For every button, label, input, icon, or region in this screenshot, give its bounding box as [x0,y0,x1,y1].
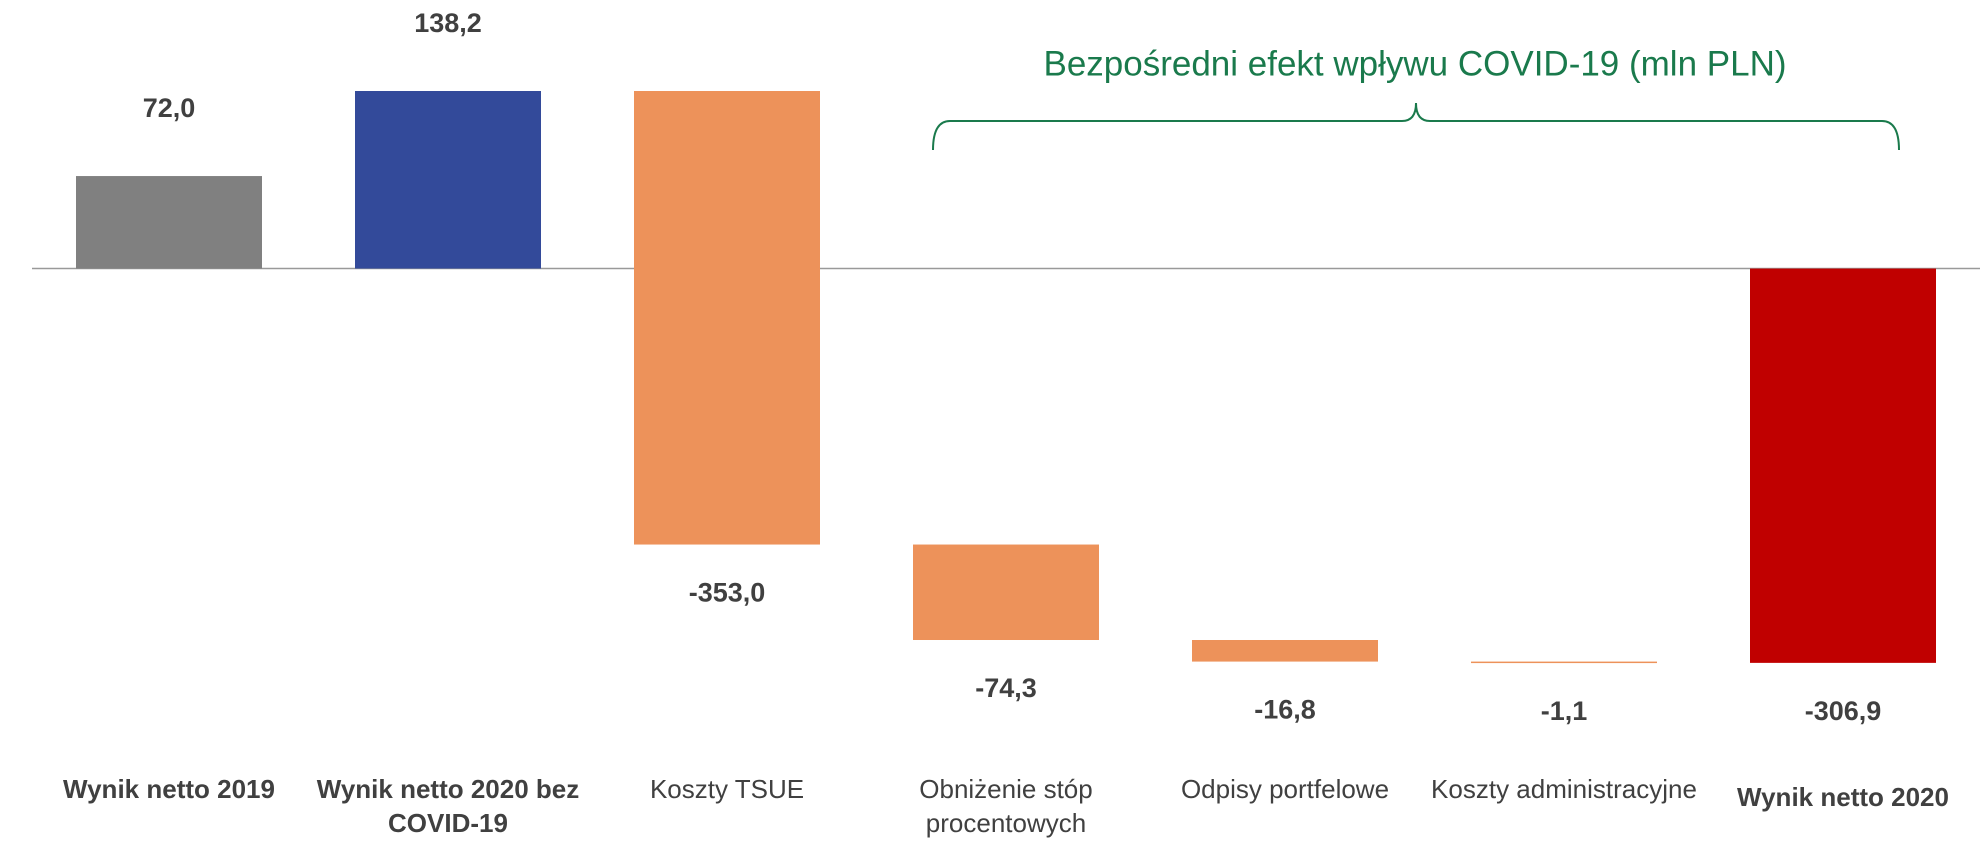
value-label: -74,3 [975,673,1037,703]
bar [1471,661,1657,664]
value-label: 72,0 [143,93,196,123]
value-label: 138,2 [414,8,482,38]
bar [634,91,820,545]
brace [932,102,1900,151]
category-label: Wynik netto 2019 [63,774,275,804]
bar [1192,640,1378,662]
category-label: Odpisy portfelowe [1180,774,1390,804]
category-label: Obniżenie stóp procentowych [919,774,1093,838]
bar [1750,268,1936,663]
value-label: -16,8 [1254,695,1316,725]
annotation: Bezpośredni efekt wpływu COVID-19 (mln P… [1043,44,1786,83]
category-label: Wynik netto 2020 [1737,782,1949,812]
value-label: -353,0 [689,578,766,608]
bar [913,544,1099,641]
bar [355,91,541,269]
category-label: Koszty administracyjne [1431,774,1697,804]
category-label: Koszty TSUE [649,774,805,804]
category-label: Wynik netto 2020 bez COVID-19 [316,774,580,838]
value-label: -1,1 [1541,696,1588,726]
bar [76,176,262,269]
value-label: -306,9 [1805,696,1882,726]
